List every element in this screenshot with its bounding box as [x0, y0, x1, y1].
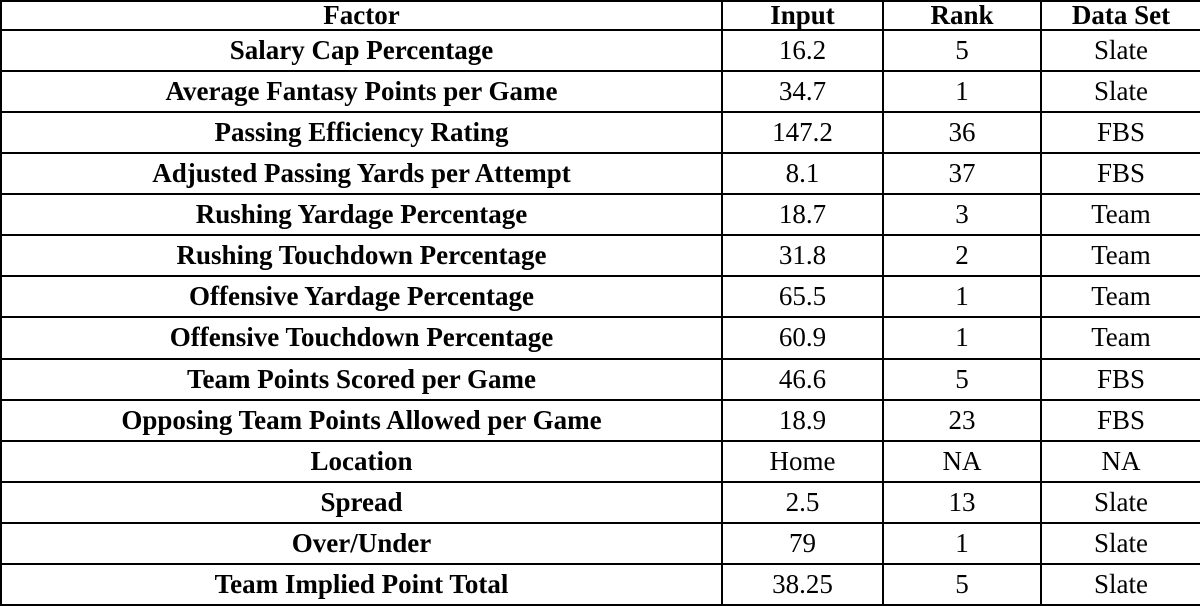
cell-rank: 3: [882, 193, 1042, 237]
cell-factor: Adjusted Passing Yards per Attempt: [0, 152, 723, 196]
cell-factor: Salary Cap Percentage: [0, 28, 723, 73]
cell-rank: 1: [882, 316, 1042, 360]
cell-input: 31.8: [721, 234, 884, 278]
cell-rank: 13: [882, 480, 1042, 524]
table-row: Offensive Touchdown Percentage 60.9 1 Team: [0, 316, 1200, 360]
cell-input: 16.2: [721, 28, 884, 73]
table-row: Passing Efficiency Rating 147.2 36 FBS: [0, 111, 1200, 155]
table-row: Offensive Yardage Percentage 65.5 1 Team: [0, 275, 1200, 319]
cell-dataset: FBS: [1040, 111, 1200, 155]
table-row: Rushing Yardage Percentage 18.7 3 Team: [0, 193, 1200, 237]
cell-factor: Team Points Scored per Game: [0, 357, 723, 401]
cell-input: 2.5: [721, 480, 884, 524]
cell-input: 34.7: [721, 70, 884, 114]
cell-input: 46.6: [721, 357, 884, 401]
cell-dataset: FBS: [1040, 398, 1200, 442]
cell-factor: Average Fantasy Points per Game: [0, 70, 723, 114]
cell-rank: 5: [882, 28, 1042, 73]
cell-factor: Team Implied Point Total: [0, 562, 723, 606]
table-body: Salary Cap Percentage 16.2 5 Slate Average F…: [0, 28, 1200, 606]
cell-dataset: Slate: [1040, 480, 1200, 524]
table-row: Spread 2.5 13 Slate: [0, 480, 1200, 524]
cell-factor: Offensive Touchdown Percentage: [0, 316, 723, 360]
cell-dataset: Team: [1040, 275, 1200, 319]
cell-factor: Opposing Team Points Allowed per Game: [0, 398, 723, 442]
header-row: Factor Input Rank Data Set: [0, 0, 1200, 31]
cell-factor: Location: [0, 439, 723, 483]
cell-dataset: NA: [1040, 439, 1200, 483]
cell-rank: NA: [882, 439, 1042, 483]
cell-dataset: Team: [1040, 316, 1200, 360]
cell-factor: Over/Under: [0, 521, 723, 565]
cell-input: 18.7: [721, 193, 884, 237]
cell-input: Home: [721, 439, 884, 483]
cell-rank: 36: [882, 111, 1042, 155]
cell-rank: 2: [882, 234, 1042, 278]
cell-dataset: FBS: [1040, 357, 1200, 401]
header-input: Input: [721, 0, 884, 31]
cell-rank: 5: [882, 562, 1042, 606]
header-rank: Rank: [882, 0, 1042, 31]
table-row: Opposing Team Points Allowed per Game 18.…: [0, 398, 1200, 442]
cell-input: 8.1: [721, 152, 884, 196]
table-row: Adjusted Passing Yards per Attempt 8.1 37 F…: [0, 152, 1200, 196]
cell-rank: 37: [882, 152, 1042, 196]
cell-input: 60.9: [721, 316, 884, 360]
table-row: Over/Under 79 1 Slate: [0, 521, 1200, 565]
table-row: Salary Cap Percentage 16.2 5 Slate: [0, 28, 1200, 73]
cell-input: 38.25: [721, 562, 884, 606]
cell-rank: 5: [882, 357, 1042, 401]
table-row: Average Fantasy Points per Game 34.7 1 Slat…: [0, 70, 1200, 114]
cell-dataset: Slate: [1040, 562, 1200, 606]
header-factor: Factor: [0, 0, 723, 31]
cell-factor: Rushing Yardage Percentage: [0, 193, 723, 237]
table-row: Team Implied Point Total 38.25 5 Slate: [0, 562, 1200, 606]
cell-factor: Rushing Touchdown Percentage: [0, 234, 723, 278]
cell-factor: Passing Efficiency Rating: [0, 111, 723, 155]
cell-dataset: Team: [1040, 193, 1200, 237]
cell-dataset: Team: [1040, 234, 1200, 278]
cell-input: 65.5: [721, 275, 884, 319]
table-row: Location Home NA NA: [0, 439, 1200, 483]
cell-dataset: Slate: [1040, 28, 1200, 73]
cell-rank: 1: [882, 521, 1042, 565]
table-row: Team Points Scored per Game 46.6 5 FBS: [0, 357, 1200, 401]
cell-input: 18.9: [721, 398, 884, 442]
cell-factor: Offensive Yardage Percentage: [0, 275, 723, 319]
cell-rank: 23: [882, 398, 1042, 442]
cell-dataset: FBS: [1040, 152, 1200, 196]
cell-dataset: Slate: [1040, 70, 1200, 114]
cell-factor: Spread: [0, 480, 723, 524]
table-header: Factor Input Rank Data Set: [0, 0, 1200, 31]
cell-rank: 1: [882, 275, 1042, 319]
table-row: Rushing Touchdown Percentage 31.8 2 Team: [0, 234, 1200, 278]
cell-input: 79: [721, 521, 884, 565]
header-dataset: Data Set: [1040, 0, 1200, 31]
cell-input: 147.2: [721, 111, 884, 155]
cell-dataset: Slate: [1040, 521, 1200, 565]
cell-rank: 1: [882, 70, 1042, 114]
